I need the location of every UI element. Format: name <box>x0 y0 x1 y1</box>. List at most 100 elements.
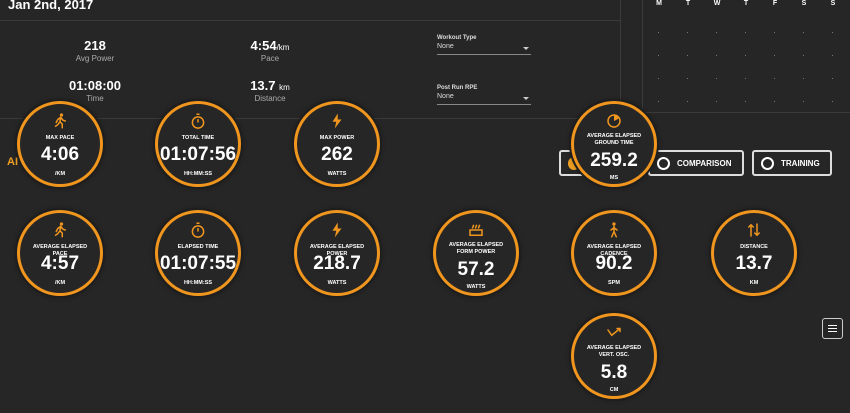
calendar-cell[interactable] <box>716 78 717 79</box>
stat-value: 01:08:00 <box>68 78 122 93</box>
calendar-cell[interactable] <box>658 55 659 56</box>
hamburger-line <box>828 331 837 332</box>
metric-avg-form-power: AVERAGE ELAPSED FORM POWER 57.2 WATTS <box>433 210 519 296</box>
workout-type-group: Workout Type None <box>437 35 531 55</box>
metric-elapsed-time: ELAPSED TIME 01:07:55 HH:MM:SS <box>155 210 241 296</box>
calendar-cell[interactable] <box>832 55 833 56</box>
calendar-cell[interactable] <box>745 78 746 79</box>
metric-unit: MS <box>609 175 619 181</box>
metric-value: 13.7 <box>735 253 773 274</box>
calendar-cell[interactable] <box>658 78 659 79</box>
section-label: AI <box>7 156 18 168</box>
metric-unit: CM <box>609 387 619 393</box>
metric-unit: HH:MM:SS <box>183 171 213 177</box>
metric-value: 4:57 <box>40 253 80 274</box>
calendar-cell[interactable] <box>803 32 804 33</box>
stat-distance: 13.7 km Distance <box>215 78 325 103</box>
calendar-day-header: W <box>713 0 721 7</box>
vert-osc-icon <box>607 327 621 337</box>
metric-value: 90.2 <box>595 253 633 274</box>
metric-avg-cadence: AVERAGE ELAPSED CADENCE 90.2 SPM <box>571 210 657 296</box>
metric-label: DISTANCE <box>740 244 768 250</box>
comparison-toggle-button[interactable]: COMPARISON <box>648 150 744 176</box>
stat-value: 4:54 <box>250 38 277 53</box>
calendar-cell[interactable] <box>774 78 775 79</box>
caret-down-icon <box>523 47 529 50</box>
lightning-icon <box>332 222 342 238</box>
calendar-cell[interactable] <box>774 55 775 56</box>
metric-value: 57.2 <box>457 259 495 280</box>
stat-label: Time <box>86 94 104 103</box>
metric-unit: HH:MM:SS <box>183 280 213 286</box>
calendar-day-header: S <box>801 0 807 7</box>
gauge-icon <box>607 114 621 128</box>
metric-label: AVERAGE ELAPSED FORM POWER <box>448 242 504 255</box>
metric-unit: /KM <box>54 280 66 286</box>
calendar-cell[interactable] <box>687 55 688 56</box>
calendar-cell[interactable] <box>803 78 804 79</box>
calendar-day-header: T <box>685 0 691 7</box>
calendar-day-header: F <box>772 0 778 7</box>
radio-icon <box>761 156 774 170</box>
metric-label: AVERAGE ELAPSED PACE <box>32 244 88 257</box>
workout-type-select[interactable]: None <box>437 43 531 55</box>
metric-distance: DISTANCE 13.7 KM <box>711 210 797 296</box>
calendar-cell[interactable] <box>687 78 688 79</box>
post-run-rpe-select[interactable]: None <box>437 93 531 105</box>
metric-label: AVERAGE ELAPSED POWER <box>309 244 365 257</box>
metric-value: 5.8 <box>600 362 628 383</box>
stat-unit: /km <box>276 43 290 52</box>
calendar-cell[interactable] <box>832 78 833 79</box>
calendar-cell[interactable] <box>658 101 659 102</box>
training-toggle-button[interactable]: TRAINING <box>752 150 832 176</box>
metric-label: ELAPSED TIME <box>177 244 219 250</box>
metric-unit: SPM <box>608 280 620 286</box>
calendar-cell[interactable] <box>716 101 717 102</box>
calendar-cell[interactable] <box>745 55 746 56</box>
calendar-cell[interactable] <box>745 101 746 102</box>
stat-label: Pace <box>260 54 280 63</box>
metric-label: AVERAGE ELAPSED VERT. OSC. <box>586 345 642 358</box>
calendar-cell[interactable] <box>687 101 688 102</box>
calendar-cell[interactable] <box>832 101 833 102</box>
calendar-cell[interactable] <box>774 32 775 33</box>
metric-value: 01:07:56 <box>159 144 237 165</box>
radio-icon <box>657 156 670 170</box>
metric-unit: WATTS <box>327 280 347 286</box>
menu-button[interactable] <box>822 318 843 339</box>
workout-type-value: None <box>437 43 454 50</box>
metric-unit: KM <box>749 280 759 286</box>
runner-icon <box>54 113 66 129</box>
calendar-day-header: M <box>656 0 662 7</box>
calendar-cell[interactable] <box>774 101 775 102</box>
metric-avg-power: AVERAGE ELAPSED POWER 218.7 WATTS <box>294 210 380 296</box>
form-power-icon <box>469 224 483 236</box>
calendar-cell[interactable] <box>803 101 804 102</box>
metric-value: 4:06 <box>40 144 80 165</box>
calendar-cell[interactable] <box>745 32 746 33</box>
metric-avg-ground-time: AVERAGE ELAPSED GROUND TIME 259.2 MS <box>571 101 657 187</box>
calendar-cell[interactable] <box>658 32 659 33</box>
metric-avg-vert-osc: AVERAGE ELAPSED VERT. OSC. 5.8 CM <box>571 313 657 399</box>
calendar-cell[interactable] <box>687 32 688 33</box>
metric-value: 218.7 <box>313 253 361 274</box>
post-run-rpe-label: Post Run RPE <box>437 85 478 91</box>
metric-label: AVERAGE ELAPSED CADENCE <box>586 244 642 257</box>
workout-summary-panel: Jan 2nd, 2017 218 Avg Power 4:54/km Pace… <box>0 0 621 119</box>
calendar-day-header: T <box>743 0 749 7</box>
calendar-cell[interactable] <box>803 55 804 56</box>
training-label: TRAINING <box>781 158 820 168</box>
comparison-label: COMPARISON <box>677 158 732 168</box>
stat-label: Distance <box>254 94 286 103</box>
stat-time: 01:08:00 Time <box>40 78 150 103</box>
metric-label: MAX PACE <box>45 135 75 141</box>
calendar-cell[interactable] <box>832 32 833 33</box>
calendar-cell[interactable] <box>716 55 717 56</box>
metric-unit: WATTS <box>327 171 347 177</box>
calendar-cell[interactable] <box>716 32 717 33</box>
metric-value: 01:07:55 <box>159 253 237 274</box>
walker-icon <box>610 222 618 238</box>
header-divider <box>0 20 620 21</box>
metric-total-time: TOTAL TIME 01:07:56 HH:MM:SS <box>155 101 241 187</box>
